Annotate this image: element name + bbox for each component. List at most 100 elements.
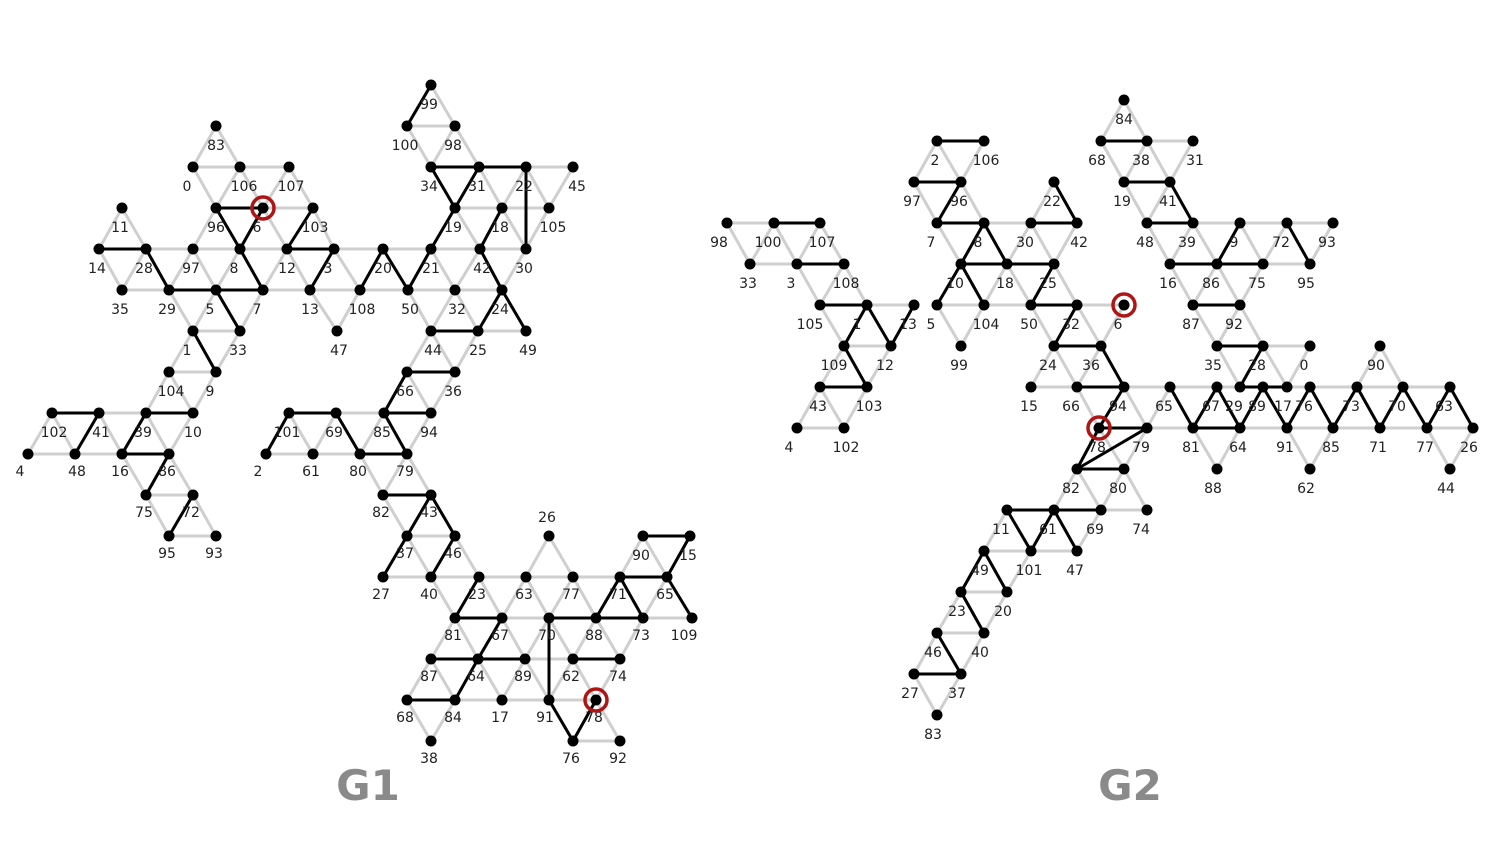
- edge: [167, 329, 195, 374]
- node-96: [955, 176, 967, 188]
- edge: [167, 288, 195, 333]
- edge: [50, 411, 77, 456]
- node-74: [1141, 504, 1153, 516]
- edge: [935, 672, 963, 717]
- edge: [523, 616, 551, 661]
- edge: [959, 180, 986, 225]
- node-label: 47: [1066, 563, 1084, 579]
- node-12: [281, 243, 293, 255]
- node-18: [496, 202, 508, 214]
- node-67: [1211, 381, 1223, 393]
- node-label: 40: [971, 645, 989, 661]
- node-label: 43: [420, 505, 438, 521]
- edge: [1099, 467, 1126, 512]
- matched-edge: [429, 534, 457, 579]
- node-label: 9: [1230, 235, 1239, 251]
- edge: [959, 631, 986, 676]
- edge: [500, 206, 528, 251]
- node-109: [838, 340, 850, 352]
- node-46: [931, 627, 943, 639]
- node-label: 43: [809, 399, 827, 415]
- node-3: [328, 243, 340, 255]
- node-98: [449, 120, 461, 132]
- node-label: 39: [134, 425, 152, 441]
- edge: [795, 221, 822, 266]
- edge: [1191, 426, 1219, 471]
- edge: [1378, 344, 1405, 389]
- node-107: [814, 217, 826, 229]
- matched-edge: [547, 698, 575, 743]
- node-48: [69, 448, 81, 460]
- edge: [1168, 221, 1195, 266]
- node-100: [768, 217, 780, 229]
- graph-title: G2: [1098, 761, 1162, 810]
- edge: [191, 206, 218, 251]
- node-67: [496, 612, 508, 624]
- edge: [1191, 262, 1219, 307]
- node-46: [449, 530, 461, 542]
- node-label: 8: [230, 261, 239, 277]
- matched-edge: [1075, 426, 1101, 471]
- node-label: 91: [536, 710, 554, 726]
- node-38: [1141, 135, 1153, 147]
- edge: [935, 590, 963, 635]
- edge: [1122, 426, 1149, 471]
- node-label: 63: [515, 587, 533, 603]
- node-107: [283, 161, 295, 173]
- node-label: 49: [519, 343, 537, 359]
- matched-edge: [959, 221, 986, 266]
- node-65: [1164, 381, 1176, 393]
- matched-edge: [238, 206, 265, 251]
- node-label: 86: [1202, 276, 1220, 292]
- node-36: [1095, 340, 1107, 352]
- edge: [429, 616, 457, 661]
- node-label: 70: [1388, 399, 1406, 415]
- node-label: 66: [396, 384, 414, 400]
- node-15: [684, 530, 696, 542]
- node-1: [187, 325, 199, 337]
- node-label: 16: [111, 464, 129, 480]
- matched-edge: [478, 206, 504, 251]
- node-93: [210, 530, 222, 542]
- node-79: [1141, 422, 1153, 434]
- node-label: 102: [833, 440, 860, 456]
- edge: [167, 411, 195, 456]
- node-label: 80: [349, 464, 367, 480]
- edge: [725, 221, 752, 266]
- edge: [191, 165, 218, 210]
- edge: [818, 344, 846, 389]
- node-label: 67: [491, 628, 509, 644]
- node-32: [1071, 299, 1083, 311]
- matched-edge: [842, 303, 869, 348]
- edge: [795, 385, 822, 430]
- node-label: 62: [1297, 481, 1315, 497]
- edge: [1168, 139, 1195, 184]
- node-84: [1118, 94, 1130, 106]
- matched-edge: [1215, 221, 1242, 266]
- matched-edge: [571, 698, 598, 743]
- node-label: 5: [927, 317, 936, 333]
- edge: [97, 411, 124, 456]
- edge: [429, 247, 457, 292]
- node-label: 13: [899, 317, 917, 333]
- node-78: [590, 694, 602, 706]
- matched-edge: [1215, 385, 1242, 430]
- edge: [1052, 262, 1079, 307]
- edge: [429, 370, 457, 415]
- node-label: 25: [469, 343, 487, 359]
- node-73: [1351, 381, 1363, 393]
- node-label: 96: [207, 220, 225, 236]
- node-label: 73: [632, 628, 650, 644]
- matched-edge: [665, 534, 692, 579]
- node-label: 12: [278, 261, 296, 277]
- matched-edge: [1191, 385, 1219, 430]
- node-40: [978, 627, 990, 639]
- node-37: [401, 530, 413, 542]
- node-label: 87: [420, 669, 438, 685]
- node-label: 34: [420, 179, 438, 195]
- edge: [1099, 303, 1126, 348]
- node-13: [908, 299, 920, 311]
- edge: [406, 288, 433, 333]
- node-label: 11: [111, 220, 129, 236]
